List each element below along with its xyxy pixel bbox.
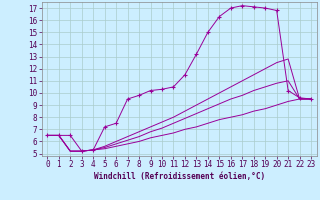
X-axis label: Windchill (Refroidissement éolien,°C): Windchill (Refroidissement éolien,°C) [94, 172, 265, 181]
